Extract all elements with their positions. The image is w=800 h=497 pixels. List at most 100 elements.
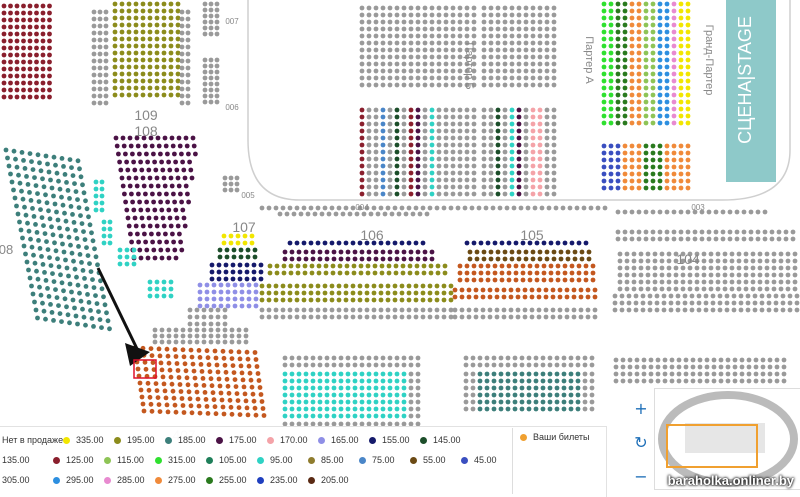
seat[interactable]	[771, 265, 777, 271]
seat[interactable]	[338, 406, 344, 412]
seat[interactable]	[387, 135, 393, 141]
seat[interactable]	[373, 61, 379, 67]
seat[interactable]	[294, 283, 300, 289]
seat[interactable]	[168, 22, 174, 28]
seat[interactable]	[373, 149, 379, 155]
seat[interactable]	[551, 156, 557, 162]
seat[interactable]	[537, 191, 543, 197]
seat[interactable]	[578, 314, 584, 320]
seat[interactable]	[51, 154, 57, 160]
seat[interactable]	[450, 26, 456, 32]
seat[interactable]	[481, 177, 487, 183]
seat[interactable]	[393, 270, 399, 276]
seat[interactable]	[619, 307, 625, 313]
seat[interactable]	[380, 135, 386, 141]
seat[interactable]	[234, 175, 240, 181]
seat[interactable]	[359, 378, 365, 384]
seat[interactable]	[77, 290, 82, 296]
seat[interactable]	[537, 33, 543, 39]
seat[interactable]	[84, 245, 89, 251]
seat[interactable]	[147, 394, 153, 400]
seat[interactable]	[471, 75, 477, 81]
seat[interactable]	[638, 265, 644, 271]
seat[interactable]	[414, 270, 420, 276]
seat[interactable]	[401, 61, 407, 67]
seat[interactable]	[443, 33, 449, 39]
seat[interactable]	[83, 322, 88, 328]
seat[interactable]	[202, 87, 208, 93]
seat[interactable]	[238, 247, 244, 253]
seat[interactable]	[708, 279, 714, 285]
seat[interactable]	[47, 73, 52, 79]
seat[interactable]	[338, 421, 344, 427]
selected-seat-box[interactable]	[133, 359, 157, 379]
seat[interactable]	[564, 294, 570, 300]
seat[interactable]	[179, 247, 185, 253]
seat[interactable]	[509, 107, 515, 113]
seat[interactable]	[387, 5, 393, 11]
seat[interactable]	[502, 26, 508, 32]
seat[interactable]	[564, 314, 570, 320]
seat[interactable]	[643, 99, 649, 105]
seat[interactable]	[345, 413, 351, 419]
seat[interactable]	[214, 7, 220, 13]
seat[interactable]	[234, 181, 240, 187]
seat[interactable]	[498, 399, 504, 405]
seat[interactable]	[615, 36, 621, 42]
seat[interactable]	[415, 54, 421, 60]
seat[interactable]	[488, 12, 494, 18]
seat[interactable]	[40, 17, 46, 23]
seat[interactable]	[725, 364, 731, 370]
seat[interactable]	[91, 65, 97, 71]
seat[interactable]	[471, 191, 477, 197]
seat[interactable]	[127, 183, 133, 189]
seat[interactable]	[119, 50, 125, 56]
seat[interactable]	[436, 128, 442, 134]
seat[interactable]	[408, 54, 414, 60]
seat[interactable]	[671, 150, 677, 156]
seat[interactable]	[523, 184, 529, 190]
seat[interactable]	[168, 64, 174, 70]
seat[interactable]	[624, 279, 630, 285]
seat[interactable]	[410, 211, 416, 217]
seat[interactable]	[179, 151, 184, 157]
seat[interactable]	[495, 47, 501, 53]
seat[interactable]	[317, 421, 323, 427]
seat[interactable]	[103, 23, 109, 29]
seat[interactable]	[14, 24, 20, 30]
seat[interactable]	[485, 240, 491, 246]
seat[interactable]	[436, 184, 442, 190]
seat[interactable]	[540, 355, 546, 361]
seat[interactable]	[253, 412, 259, 418]
seat[interactable]	[701, 258, 707, 264]
seat[interactable]	[694, 279, 700, 285]
seat[interactable]	[488, 75, 494, 81]
seat[interactable]	[415, 256, 421, 262]
seat[interactable]	[544, 156, 550, 162]
seat[interactable]	[544, 163, 550, 169]
seat[interactable]	[117, 261, 123, 267]
seat[interactable]	[481, 121, 487, 127]
seat[interactable]	[357, 205, 363, 211]
seat[interactable]	[424, 211, 430, 217]
seat[interactable]	[516, 114, 522, 120]
seat[interactable]	[650, 43, 656, 49]
seat[interactable]	[282, 256, 288, 262]
seat[interactable]	[464, 33, 470, 39]
seat[interactable]	[232, 289, 238, 295]
seat[interactable]	[571, 307, 577, 313]
seat[interactable]	[685, 29, 691, 35]
seat[interactable]	[133, 85, 139, 91]
seat[interactable]	[522, 287, 528, 293]
seat[interactable]	[230, 262, 236, 268]
seat[interactable]	[526, 385, 532, 391]
seat[interactable]	[303, 249, 309, 255]
seat[interactable]	[338, 355, 344, 361]
seat[interactable]	[201, 383, 207, 388]
seat[interactable]	[157, 353, 163, 359]
seat[interactable]	[640, 300, 646, 306]
seat[interactable]	[678, 171, 684, 177]
seat[interactable]	[46, 169, 52, 175]
seat[interactable]	[589, 362, 595, 368]
seat[interactable]	[664, 64, 670, 70]
